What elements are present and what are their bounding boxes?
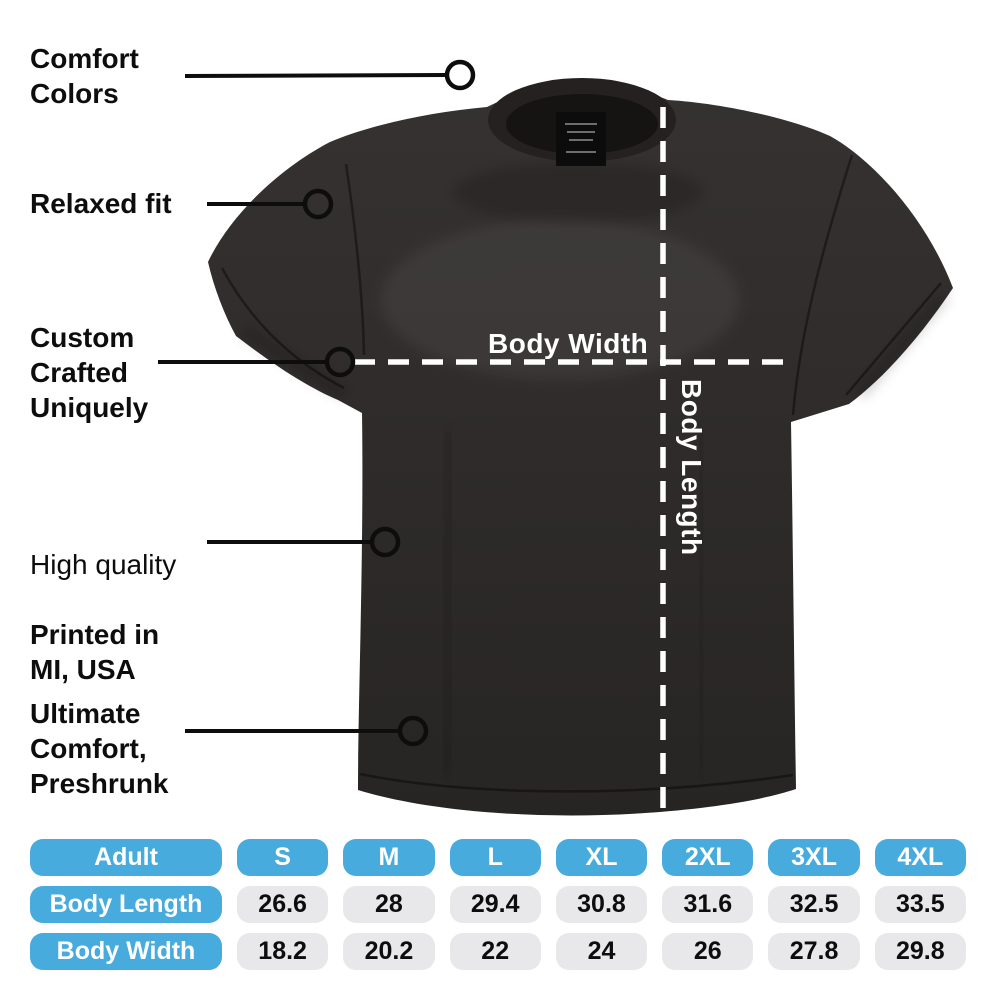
- tshirt-body: [208, 82, 953, 816]
- size-value: 28: [343, 886, 435, 923]
- size-value: 29.8: [874, 933, 966, 970]
- size-header: S: [237, 839, 329, 876]
- size-value: 18.2: [237, 933, 329, 970]
- size-header: L: [449, 839, 541, 876]
- size-header: 2XL: [662, 839, 754, 876]
- size-value: 26.6: [237, 886, 329, 923]
- callout-dot: [444, 59, 476, 91]
- callout-high-quality-printed: High quality Printed in MI, USA: [30, 512, 176, 722]
- size-value: 27.8: [768, 933, 860, 970]
- row-label-body-length: Body Length: [30, 886, 222, 923]
- fabric-shading: [241, 162, 949, 776]
- callout-ultimate-comfort: Ultimate Comfort, Preshrunk: [30, 698, 169, 799]
- size-header: 3XL: [768, 839, 860, 876]
- callout-printed-in-line: Printed in MI, USA: [30, 619, 160, 685]
- size-value: 20.2: [343, 933, 435, 970]
- callout-dot: [324, 346, 356, 378]
- size-value: 33.5: [874, 886, 966, 923]
- callout-line-relaxed-fit: [207, 188, 334, 220]
- size-value: 32.5: [768, 886, 860, 923]
- callout-dot: [397, 715, 429, 747]
- size-header-adult: Adult: [30, 839, 222, 876]
- size-value: 30.8: [555, 886, 648, 923]
- size-value: 26: [662, 933, 754, 970]
- callout-line-custom-crafted: [158, 346, 356, 378]
- size-value: 29.4: [449, 886, 541, 923]
- callout-custom-crafted: Custom Crafted Uniquely: [30, 322, 149, 423]
- callout-dot: [302, 188, 334, 220]
- callout-line-comfort-colors: [184, 59, 476, 91]
- size-header: XL: [555, 839, 648, 876]
- neck-tag: [556, 112, 606, 166]
- size-value: 22: [449, 933, 541, 970]
- size-value: 24: [555, 933, 648, 970]
- callout-line-ultimate-comfort: [185, 715, 429, 747]
- row-label-body-width: Body Width: [30, 933, 222, 970]
- callout-line-high-quality: [207, 526, 401, 558]
- body-width-label: Body Width: [488, 328, 649, 359]
- callout-high-quality-line: High quality: [30, 549, 177, 580]
- callout-comfort-colors: Comfort Colors: [30, 43, 139, 109]
- callout-dot: [369, 526, 401, 558]
- callout-lines: [158, 59, 476, 747]
- size-header: 4XL: [874, 839, 966, 876]
- callout-relaxed-fit: Relaxed fit: [30, 188, 172, 219]
- body-length-label: Body Length: [676, 379, 707, 556]
- size-table: Adult S M L XL 2XL 3XL 4XL Body Length 2…: [30, 839, 966, 970]
- size-value: 31.6: [662, 886, 754, 923]
- size-header: M: [343, 839, 435, 876]
